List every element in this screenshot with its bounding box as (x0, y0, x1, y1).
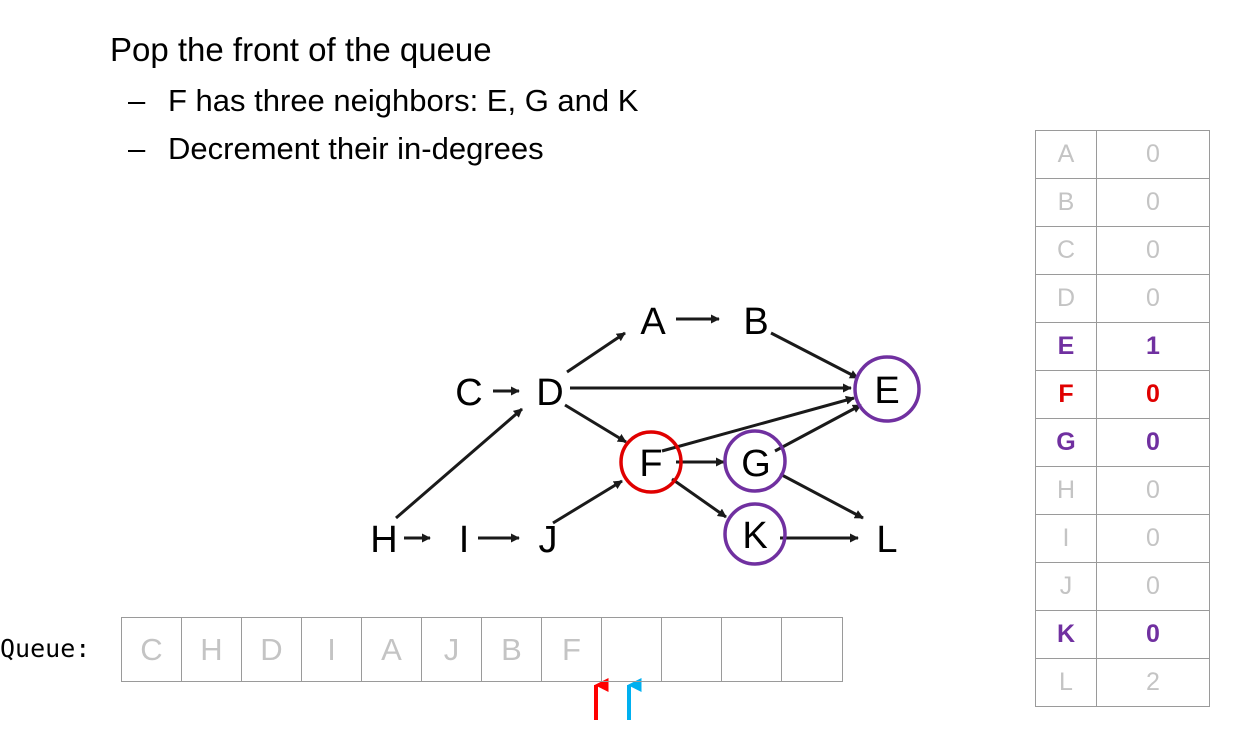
vertex-cell: B (1035, 178, 1097, 227)
queue-cell (662, 618, 722, 681)
degree-cell: 0 (1096, 178, 1210, 227)
vertex-cell: H (1035, 466, 1097, 515)
queue-cell: B (482, 618, 542, 681)
degree-cell: 0 (1096, 562, 1210, 611)
node-d: D (536, 372, 563, 414)
degree-cell: 2 (1096, 658, 1210, 707)
queue-cell (722, 618, 782, 681)
queue-cell (782, 618, 842, 681)
edge-f-e (661, 395, 855, 453)
edge-j-f (552, 479, 623, 525)
slide-heading: Pop the front of the queue (110, 31, 492, 68)
bullet-neighbors: – F has three neighbors: E, G and K (128, 83, 639, 118)
queue-cell: D (242, 618, 302, 681)
node-f: F (639, 443, 662, 485)
neighbor-circle-k (723, 502, 787, 566)
edge-h-d (395, 407, 523, 520)
degree-cell: 0 (1096, 418, 1210, 467)
degree-cell: 0 (1096, 226, 1210, 275)
vertex-cell: L (1035, 658, 1097, 707)
vertex-cell: I (1035, 514, 1097, 563)
current-node-circle-f (619, 430, 683, 494)
vertex-cell: C (1035, 226, 1097, 275)
bullet-neighbors-text: F has three neighbors: E, G and K (168, 83, 639, 118)
neighbor-circle-g (723, 429, 787, 493)
vertex-cell: G (1035, 418, 1097, 467)
node-c: C (455, 372, 482, 414)
queue-cell (602, 618, 662, 681)
edge-d-a (566, 331, 626, 374)
node-h: H (370, 519, 397, 561)
queue-cell: J (422, 618, 482, 681)
node-a: A (640, 301, 666, 343)
node-j: J (539, 519, 558, 561)
vertex-cell: D (1035, 274, 1097, 323)
queue-cell: F (542, 618, 602, 681)
degree-cell: 0 (1096, 130, 1210, 179)
node-i: I (459, 519, 470, 561)
vertex-cell: J (1035, 562, 1097, 611)
queue-cell: A (362, 618, 422, 681)
node-l: L (876, 519, 897, 561)
node-b: B (743, 301, 768, 343)
vertex-cell: K (1035, 610, 1097, 659)
edge-d-f (564, 403, 627, 444)
queue-cell: H (182, 618, 242, 681)
neighbor-circle-e (853, 355, 921, 423)
degree-cell: 0 (1096, 370, 1210, 419)
bullet-decrement: – Decrement their in-degrees (128, 131, 544, 166)
node-g: G (741, 443, 771, 485)
bullet-decrement-text: Decrement their in-degrees (168, 131, 544, 166)
node-k: K (742, 515, 767, 557)
degree-cell: 0 (1096, 514, 1210, 563)
queue-cell: C (122, 618, 182, 681)
vertex-cell: F (1035, 370, 1097, 419)
vertex-cell: A (1035, 130, 1097, 179)
node-e: E (874, 370, 899, 412)
queue-label: Queue: (0, 634, 91, 663)
degree-cell: 1 (1096, 322, 1210, 371)
edge-b-e (770, 331, 859, 380)
vertex-cell: E (1035, 322, 1097, 371)
edge-g-l (779, 472, 864, 520)
degree-cell: 0 (1096, 610, 1210, 659)
degree-cell: 0 (1096, 466, 1210, 515)
edge-g-e (774, 403, 862, 453)
degree-cell: 0 (1096, 274, 1210, 323)
edge-f-k (671, 477, 727, 519)
queue-cell: I (302, 618, 362, 681)
